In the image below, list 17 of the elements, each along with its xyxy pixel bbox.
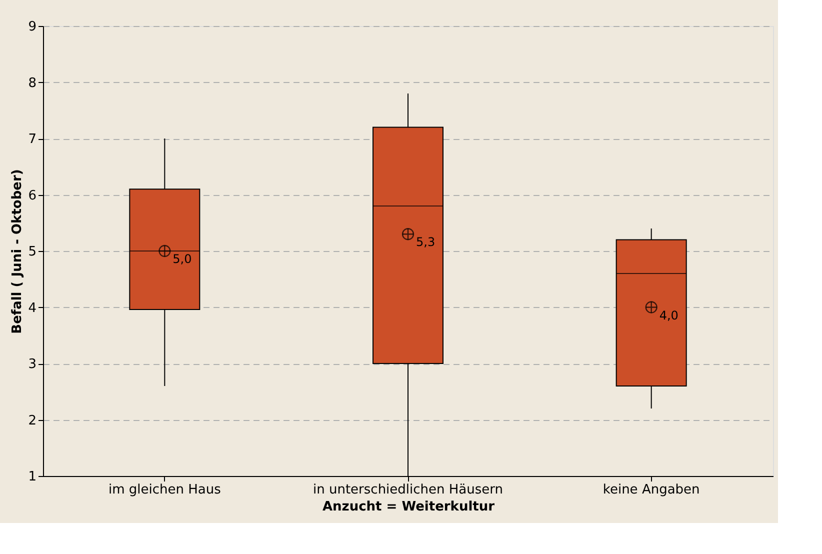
text: 5,3 xyxy=(416,235,436,250)
x-tick-label: keine Angaben xyxy=(602,482,700,498)
y-tick-label: 9 xyxy=(28,20,36,34)
y-tick-label: 1 xyxy=(28,470,36,484)
y-axis-title: Befall ( Juni - Oktober) xyxy=(10,169,26,334)
text: 4,0 xyxy=(659,308,678,322)
x-tick-label: im gleichen Haus xyxy=(108,482,222,498)
y-tick-label: 3 xyxy=(28,357,36,372)
y-tick-label: 2 xyxy=(28,413,36,428)
y-tick-label: 6 xyxy=(28,188,36,204)
text: 5,0 xyxy=(172,252,192,266)
y-tick-label: 8 xyxy=(28,76,36,91)
y-tick-label: 7 xyxy=(28,132,36,147)
y-tick-label: 5 xyxy=(28,244,36,260)
y-tick-label: 4 xyxy=(28,300,36,316)
x-tick-label: in unterschiedlichen Häusern xyxy=(312,482,504,498)
x-axis-title: Anzucht = Weiterkultur xyxy=(322,500,496,514)
